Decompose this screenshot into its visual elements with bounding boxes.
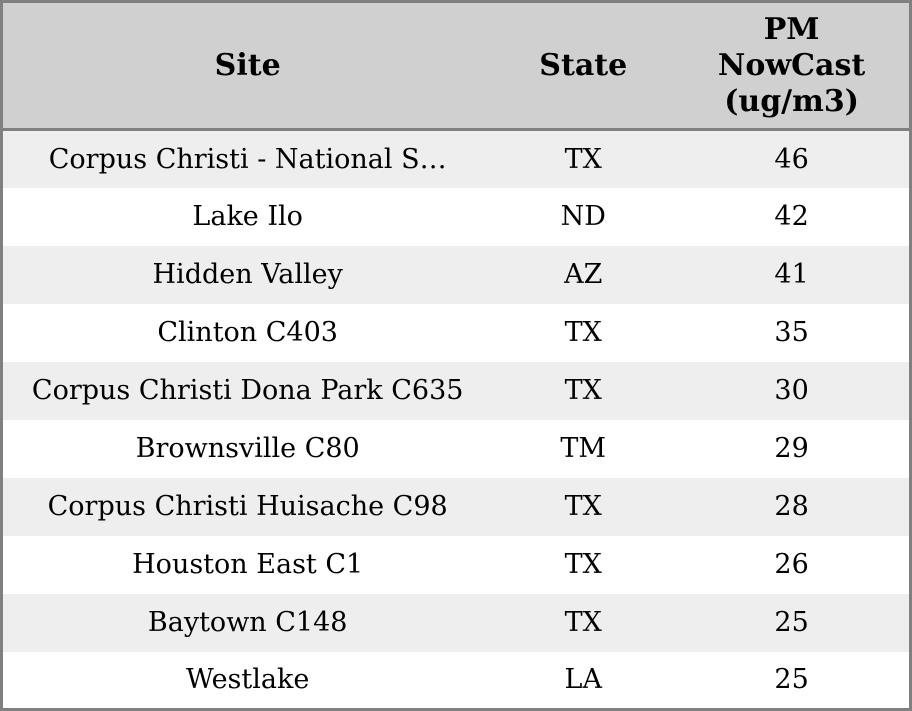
pm-nowcast-cell: 25	[774, 607, 809, 638]
state-cell: LA	[564, 664, 602, 696]
site-cell: Corpus Christi Huisache C98	[47, 491, 448, 522]
state-cell: TX	[564, 375, 602, 406]
column-header-pm-nowcast[interactable]: PM NowCast (ug/m3)	[674, 1, 911, 131]
site-cell: Clinton C403	[157, 317, 338, 348]
state-cell: TX	[564, 607, 602, 638]
site-cell: Hidden Valley	[152, 259, 343, 290]
site-cell: Corpus Christi - National S…	[48, 143, 447, 175]
pm-nowcast-cell: 35	[774, 317, 809, 348]
table-row: Corpus Christi - National S… TX 46	[1, 129, 911, 188]
pm-nowcast-cell: 41	[774, 259, 809, 290]
site-cell: Lake Ilo	[192, 201, 303, 232]
site-cell: Westlake	[186, 664, 310, 696]
state-cell: TX	[564, 549, 602, 580]
table-row: Baytown C148 TX 25	[1, 593, 911, 652]
site-cell: Houston East C1	[132, 549, 364, 580]
table-row: Houston East C1 TX 26	[1, 535, 911, 594]
state-cell: TM	[560, 433, 607, 464]
pm-nowcast-cell: 29	[774, 433, 809, 464]
state-cell: TX	[564, 143, 602, 175]
pm-nowcast-cell: 26	[774, 549, 809, 580]
state-cell: ND	[560, 201, 606, 232]
site-cell: Corpus Christi Dona Park C635	[31, 375, 464, 406]
pm-nowcast-cell: 42	[774, 201, 809, 232]
table-row: Corpus Christi Dona Park C635 TX 30	[1, 361, 911, 420]
site-cell: Brownsville C80	[135, 433, 360, 464]
table-row: Hidden Valley AZ 41	[1, 245, 911, 304]
column-header-pm-nowcast-label: PM NowCast (ug/m3)	[717, 11, 866, 119]
column-header-site[interactable]: Site	[1, 1, 493, 131]
pm-nowcast-cell: 46	[774, 143, 809, 175]
pm-nowcast-cell: 28	[774, 491, 809, 522]
header-row: Site State PM NowCast (ug/m3)	[1, 1, 911, 131]
pm-nowcast-cell: 30	[774, 375, 809, 406]
site-cell: Baytown C148	[147, 607, 348, 638]
table-row: Clinton C403 TX 35	[1, 303, 911, 362]
table-row: Westlake LA 25	[1, 651, 911, 710]
pm-nowcast-cell: 25	[774, 664, 809, 696]
table-header: Site State PM NowCast (ug/m3)	[1, 1, 911, 131]
state-cell: TX	[564, 491, 602, 522]
state-cell: TX	[564, 317, 602, 348]
state-cell: AZ	[564, 259, 603, 290]
table-row: Brownsville C80 TM 29	[1, 419, 911, 478]
column-header-state[interactable]: State	[492, 1, 675, 131]
table-body: Corpus Christi - National S… TX 46 Lake …	[1, 129, 911, 710]
table-row: Lake Ilo ND 42	[1, 187, 911, 246]
table-row: Corpus Christi Huisache C98 TX 28	[1, 477, 911, 536]
